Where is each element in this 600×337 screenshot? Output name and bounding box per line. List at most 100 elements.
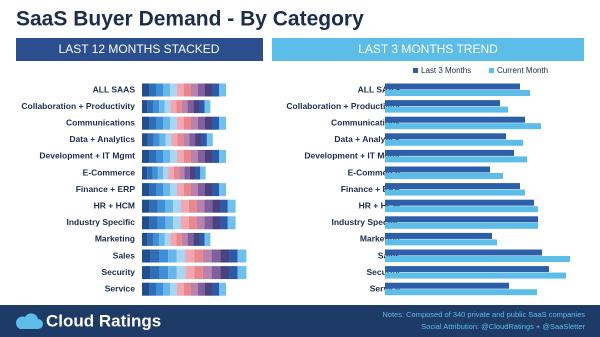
bar-segment	[185, 249, 195, 263]
bar-segment	[219, 149, 226, 163]
bar-segment	[170, 149, 177, 163]
bar	[385, 232, 492, 239]
logo-cloud	[16, 313, 43, 329]
bar-segment	[150, 249, 160, 263]
footer-note: Social Attribution: @CloudRatings + @Saa…	[421, 322, 585, 331]
bar-segment	[176, 100, 182, 114]
legend-label: Last 3 Months	[421, 66, 471, 75]
bar-segment	[212, 216, 220, 230]
bar	[385, 83, 520, 90]
page-title: SaaS Buyer Demand - By Category	[16, 8, 364, 31]
bar-segment	[149, 282, 156, 296]
right-chart-title: LAST 3 MONTHS TREND	[358, 42, 498, 56]
bar-segment	[198, 282, 205, 296]
bar-segment	[153, 133, 160, 147]
bar-segment	[191, 183, 198, 197]
brand: Cloud Ratings	[46, 311, 161, 330]
bar-segment	[196, 199, 205, 213]
bar-segment	[177, 183, 184, 197]
category-label: Communications	[331, 117, 400, 127]
bar-segment	[149, 83, 156, 97]
bar-segment	[157, 199, 166, 213]
bar-segment	[163, 149, 170, 163]
bar	[385, 199, 534, 206]
bar	[385, 139, 523, 146]
bar	[385, 156, 527, 163]
bar-segment	[150, 266, 160, 280]
bar-segment	[157, 216, 166, 230]
category-label: Communications	[66, 117, 135, 127]
category-label: Service	[105, 283, 136, 293]
bar-segment	[142, 149, 149, 163]
bar-segment	[152, 166, 158, 180]
bar	[385, 123, 541, 130]
bar-segment	[168, 249, 177, 263]
bar-segment	[204, 100, 211, 114]
bar	[385, 149, 514, 156]
bar-segment	[205, 149, 212, 163]
category-label: Development + IT Mgmt	[304, 151, 400, 161]
bar	[385, 266, 549, 273]
legend-swatch	[489, 68, 494, 73]
bar-segment	[195, 133, 201, 147]
category-label: HR + HCM	[94, 200, 135, 210]
bar-segment	[204, 216, 213, 230]
bar-segment	[184, 83, 191, 97]
bar-segment	[156, 282, 163, 296]
bar-segment	[199, 100, 205, 114]
bar-segment	[163, 116, 170, 130]
bar-segment	[202, 249, 212, 263]
bar-segment	[229, 266, 238, 280]
bar-segment	[159, 266, 169, 280]
bar-segment	[165, 199, 174, 213]
bar-segment	[227, 199, 236, 213]
bar-segment	[153, 232, 160, 246]
bar	[385, 206, 538, 213]
bar-segment	[142, 249, 151, 263]
bar-segment	[142, 133, 148, 147]
bar-segment	[219, 183, 226, 197]
bar	[385, 106, 508, 113]
bar-segment	[170, 83, 177, 97]
bar-segment	[187, 232, 194, 246]
bar-segment	[165, 133, 172, 147]
bar	[385, 282, 509, 289]
bar-segment	[212, 282, 219, 296]
bar-segment	[195, 166, 201, 180]
bar-segment	[176, 232, 182, 246]
bar-segment	[163, 183, 170, 197]
bar-segment	[198, 83, 205, 97]
legend-label: Current Month	[497, 66, 548, 75]
bar-segment	[191, 149, 198, 163]
bar-segment	[189, 133, 196, 147]
bar-segment	[187, 100, 194, 114]
bar-segment	[219, 116, 226, 130]
bar-segment	[149, 149, 156, 163]
bar-segment	[220, 266, 229, 280]
bar-segment	[184, 282, 191, 296]
bar-segment	[156, 83, 163, 97]
bar-segment	[142, 183, 149, 197]
bar-segment	[170, 116, 177, 130]
bar-segment	[194, 266, 203, 280]
bar-segment	[149, 216, 158, 230]
bar-segment	[205, 183, 212, 197]
bar-segment	[163, 83, 170, 97]
bar-segment	[142, 282, 149, 296]
category-label: Data + Analytics	[69, 134, 135, 144]
bar-segment	[196, 216, 205, 230]
bar-segment	[212, 83, 219, 97]
bar-segment	[184, 166, 190, 180]
bar-segment	[184, 149, 191, 163]
bar-segment	[181, 232, 188, 246]
bar-segment	[201, 133, 207, 147]
category-label: E-Commerce	[348, 167, 401, 177]
category-label: Marketing	[360, 234, 400, 244]
bar-segment	[212, 199, 220, 213]
bar-segment	[202, 266, 212, 280]
bar-segment	[198, 116, 205, 130]
category-label: Security	[101, 267, 135, 277]
bar-segment	[173, 166, 180, 180]
